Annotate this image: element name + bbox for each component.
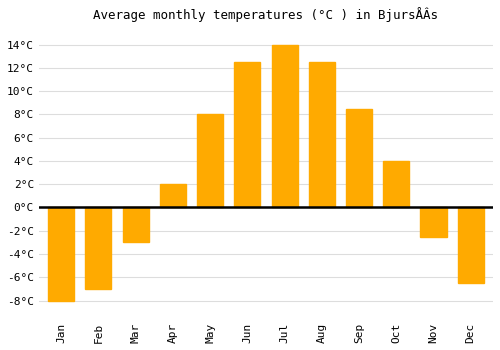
Bar (234, 62, 260, 208)
Bar (160, 184, 186, 208)
Bar (383, 161, 409, 208)
Bar (86, 208, 112, 289)
Title: Average monthly temperatures (°C ) in BjursÅÂs: Average monthly temperatures (°C ) in Bj… (94, 7, 438, 22)
Bar (458, 208, 483, 283)
Bar (48, 208, 74, 301)
Bar (197, 114, 223, 208)
Bar (272, 45, 297, 208)
Bar (308, 62, 335, 208)
Bar (122, 208, 148, 242)
Bar (346, 108, 372, 208)
Bar (420, 208, 446, 237)
